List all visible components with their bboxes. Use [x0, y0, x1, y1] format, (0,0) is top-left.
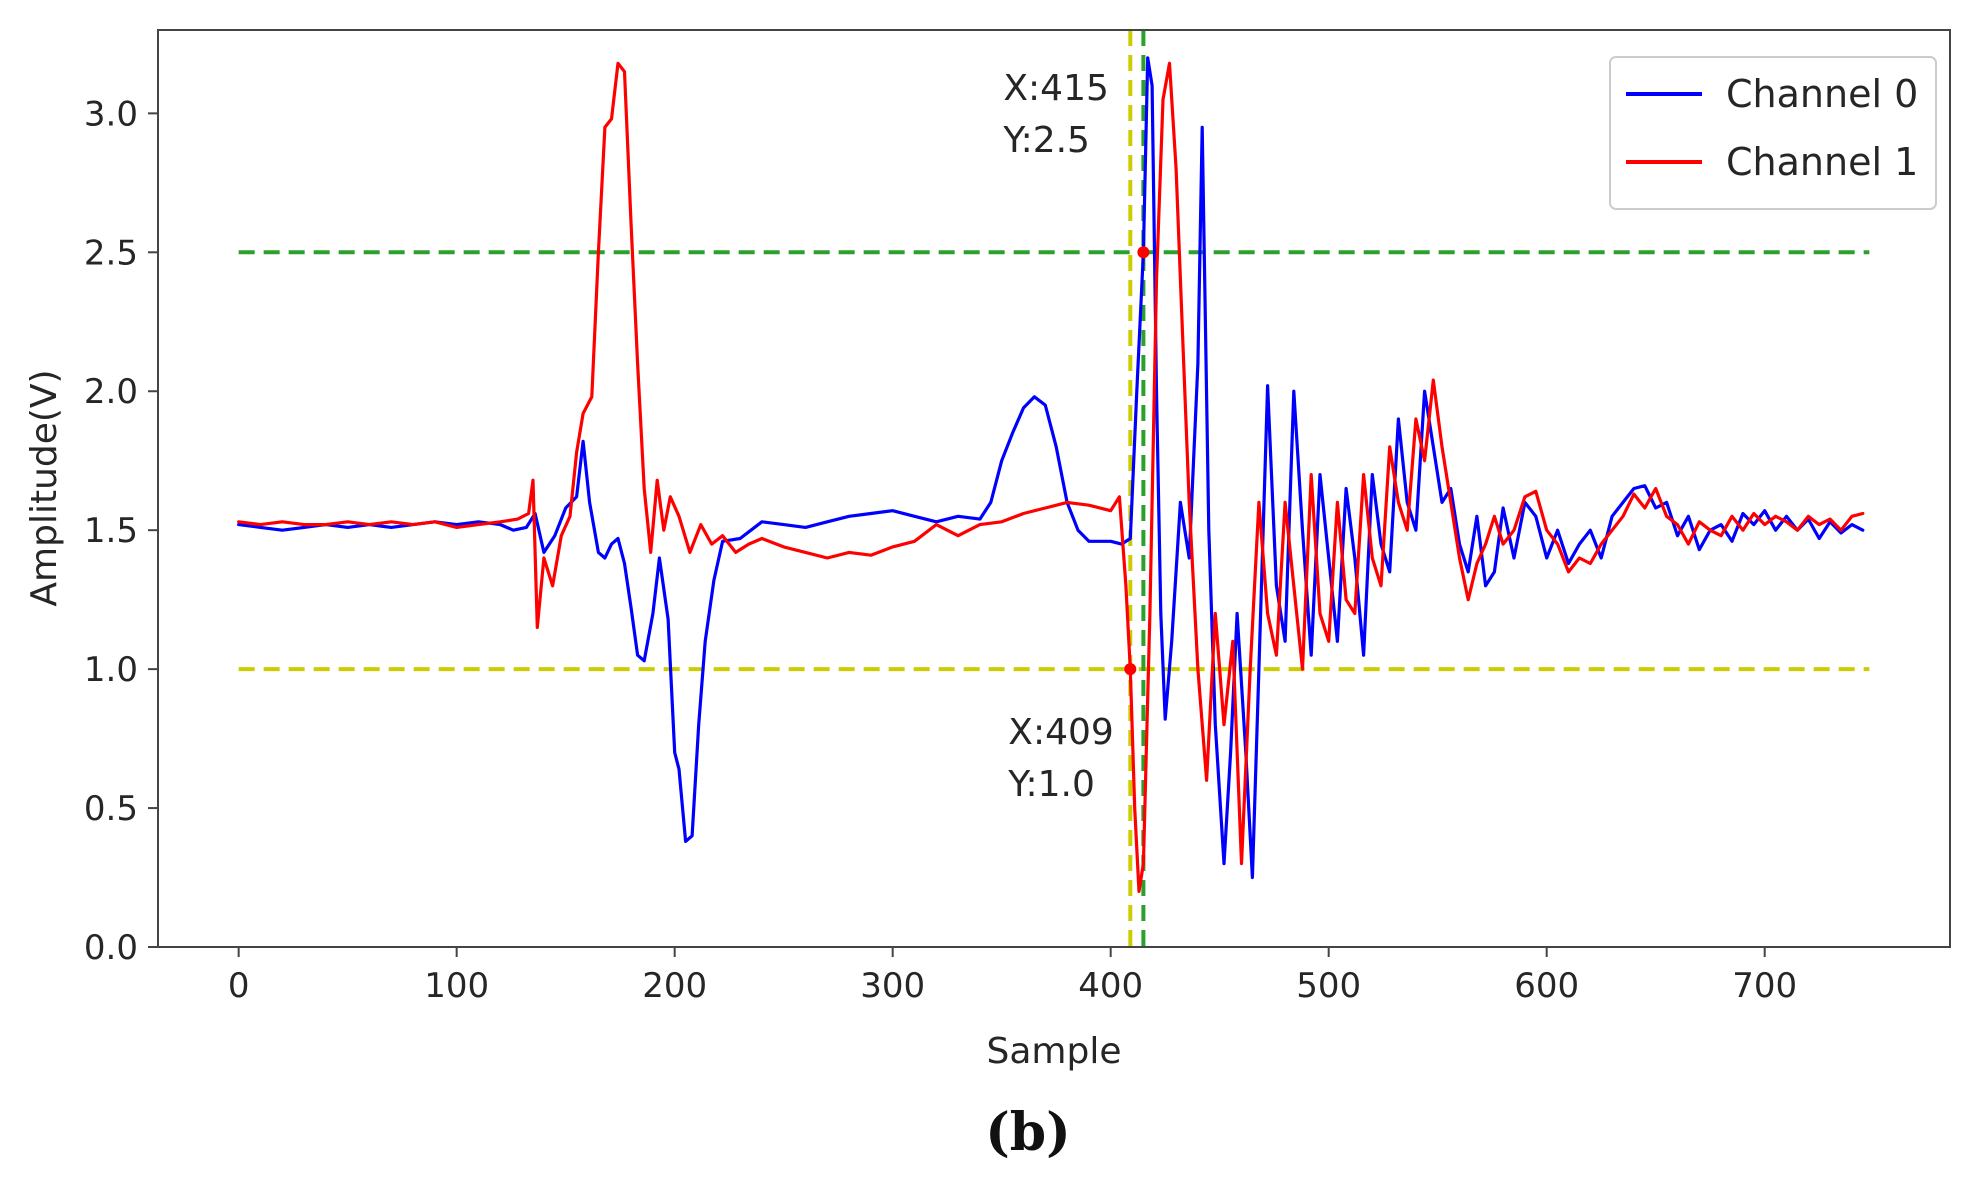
legend-label-channel-1: Channel 1	[1726, 140, 1918, 184]
threshold-marker-1	[1124, 663, 1137, 676]
x-tick-label: 200	[642, 966, 707, 1006]
x-tick-label: 700	[1732, 966, 1797, 1006]
x-tick-label: 400	[1078, 966, 1143, 1006]
y-axis-ticks: 0.0 0.5 1.0 1.5 2.0 2.5 3.0	[84, 94, 158, 968]
threshold-markers	[1124, 246, 1150, 676]
series-lines	[237, 56, 1865, 893]
y-tick-label: 0.0	[84, 928, 138, 968]
x-tick-label: 300	[860, 966, 925, 1006]
y-tick-label: 1.0	[84, 650, 138, 690]
x-tick-label: 500	[1296, 966, 1361, 1006]
ann-409-line-1: Y:1.0	[1007, 764, 1095, 805]
x-tick-label: 600	[1514, 966, 1579, 1006]
figure-caption: (b)	[985, 1102, 1071, 1163]
ann-415-line-1: Y:2.5	[1002, 120, 1090, 161]
x-axis-label: Sample	[987, 1031, 1122, 1072]
y-tick-label: 3.0	[84, 94, 138, 134]
series-line-channel-1	[237, 61, 1865, 893]
x-tick-label: 0	[228, 966, 250, 1006]
plot-frame	[157, 29, 1951, 948]
threshold-marker-0	[1137, 246, 1150, 259]
x-tick-label: 100	[424, 966, 489, 1006]
y-tick-label: 1.5	[84, 511, 138, 551]
annotations: X:415 Y:2.5 X:409 Y:1.0	[1002, 68, 1113, 805]
x-axis-ticks: 0 100 200 300 400 500 600 700	[228, 947, 1797, 1006]
legend-label-channel-0: Channel 0	[1726, 72, 1918, 116]
ann-409-line-0: X:409	[1008, 712, 1114, 753]
legend: Channel 0 Channel 1	[1609, 56, 1937, 210]
y-tick-label: 2.5	[84, 233, 138, 273]
ann-415-line-0: X:415	[1003, 68, 1109, 109]
y-tick-label: 2.0	[84, 372, 138, 412]
y-tick-label: 0.5	[84, 789, 138, 829]
y-axis-label: Amplitude(V)	[24, 369, 65, 606]
